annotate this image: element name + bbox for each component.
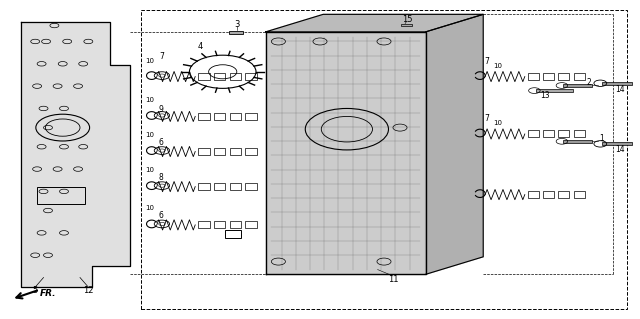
Bar	[214, 183, 225, 190]
Polygon shape	[266, 14, 483, 32]
Bar	[214, 113, 225, 120]
Text: 7: 7	[484, 57, 489, 66]
Text: 2: 2	[586, 78, 591, 87]
Text: 13: 13	[540, 91, 550, 100]
Bar	[198, 113, 210, 120]
Bar	[245, 113, 257, 120]
Text: 10: 10	[145, 97, 154, 102]
Bar	[230, 148, 241, 155]
Bar	[543, 130, 554, 137]
Text: 11: 11	[388, 275, 398, 284]
Bar	[543, 191, 554, 198]
Bar	[602, 82, 632, 85]
Text: 7: 7	[159, 52, 164, 61]
Text: 10: 10	[493, 121, 502, 126]
Text: 7: 7	[484, 114, 489, 123]
Bar	[573, 130, 584, 137]
Bar	[214, 148, 225, 155]
Bar	[573, 191, 584, 198]
Bar	[559, 191, 570, 198]
Text: 14: 14	[614, 85, 625, 94]
Bar	[198, 148, 210, 155]
Bar	[528, 130, 539, 137]
Text: 14: 14	[614, 145, 625, 154]
Text: 10: 10	[145, 167, 154, 173]
Text: 15: 15	[403, 15, 413, 24]
Text: 6: 6	[159, 211, 164, 220]
Text: 9: 9	[159, 105, 164, 114]
Bar	[198, 73, 210, 80]
Bar	[536, 89, 573, 92]
Bar	[401, 24, 412, 26]
Text: 4: 4	[198, 42, 203, 51]
Text: FR.: FR.	[40, 289, 56, 298]
Polygon shape	[21, 22, 130, 287]
Polygon shape	[426, 14, 483, 274]
Bar	[543, 73, 554, 80]
Polygon shape	[266, 32, 426, 274]
Text: 12: 12	[83, 286, 93, 295]
Bar	[563, 140, 592, 143]
Text: 3: 3	[234, 20, 239, 29]
Bar	[198, 183, 210, 190]
Text: 10: 10	[493, 63, 502, 69]
Bar	[559, 73, 570, 80]
Bar	[528, 73, 539, 80]
Bar	[225, 230, 241, 238]
Bar	[563, 84, 592, 87]
Text: 1: 1	[599, 134, 604, 143]
Bar	[245, 183, 257, 190]
Bar	[198, 221, 210, 228]
Bar	[229, 31, 243, 34]
Text: 5: 5	[33, 286, 38, 295]
Bar	[245, 148, 257, 155]
Bar	[602, 142, 632, 145]
Bar	[214, 221, 225, 228]
Bar	[214, 73, 225, 80]
Bar	[245, 221, 257, 228]
Text: 6: 6	[159, 138, 164, 147]
Text: 10: 10	[145, 58, 154, 64]
Text: 10: 10	[145, 205, 154, 211]
Text: 8: 8	[159, 173, 164, 182]
Bar	[230, 73, 241, 80]
Bar	[559, 130, 570, 137]
Bar	[230, 113, 241, 120]
Text: 10: 10	[145, 132, 154, 137]
Bar	[230, 183, 241, 190]
Bar	[528, 191, 539, 198]
Bar	[573, 73, 584, 80]
Bar	[245, 73, 257, 80]
Bar	[230, 221, 241, 228]
Bar	[37, 187, 85, 204]
Bar	[141, 10, 627, 309]
